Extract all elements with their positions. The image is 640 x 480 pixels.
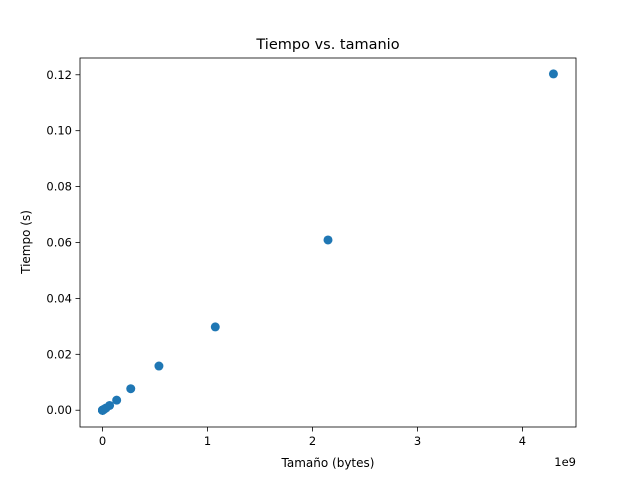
plot-area: 0 1 2 3 4 0.00 0.02 0.04 0.06 0.08 0.10 0.12 (46, 57, 577, 448)
data-point (154, 361, 164, 371)
y-axis-label: Tiempo (s) (19, 210, 33, 275)
data-point (210, 322, 220, 332)
y-tick-label: 0.04 (46, 291, 72, 305)
y-tick-label: 0.00 (46, 403, 72, 417)
y-tick-label: 0.12 (46, 68, 72, 82)
y-tick-label: 0.02 (46, 347, 72, 361)
x-tick-label: 2 (309, 434, 316, 448)
y-tick-label: 0.08 (46, 180, 72, 194)
x-tick-label: 1 (204, 434, 211, 448)
x-tick-label: 0 (99, 434, 106, 448)
data-point (112, 395, 122, 405)
data-point (126, 384, 136, 394)
x-axis-offset-text: 1e9 (554, 455, 576, 469)
x-tick-label: 4 (519, 434, 526, 448)
x-tick-label: 3 (414, 434, 421, 448)
data-point (323, 235, 333, 245)
data-point (548, 69, 558, 79)
x-axis-label: Tamaño (bytes) (281, 456, 375, 470)
y-tick-label: 0.06 (46, 236, 72, 250)
data-point (105, 400, 115, 410)
chart-title: Tiempo vs. tamanio (255, 37, 399, 53)
y-tick-label: 0.10 (46, 124, 72, 138)
